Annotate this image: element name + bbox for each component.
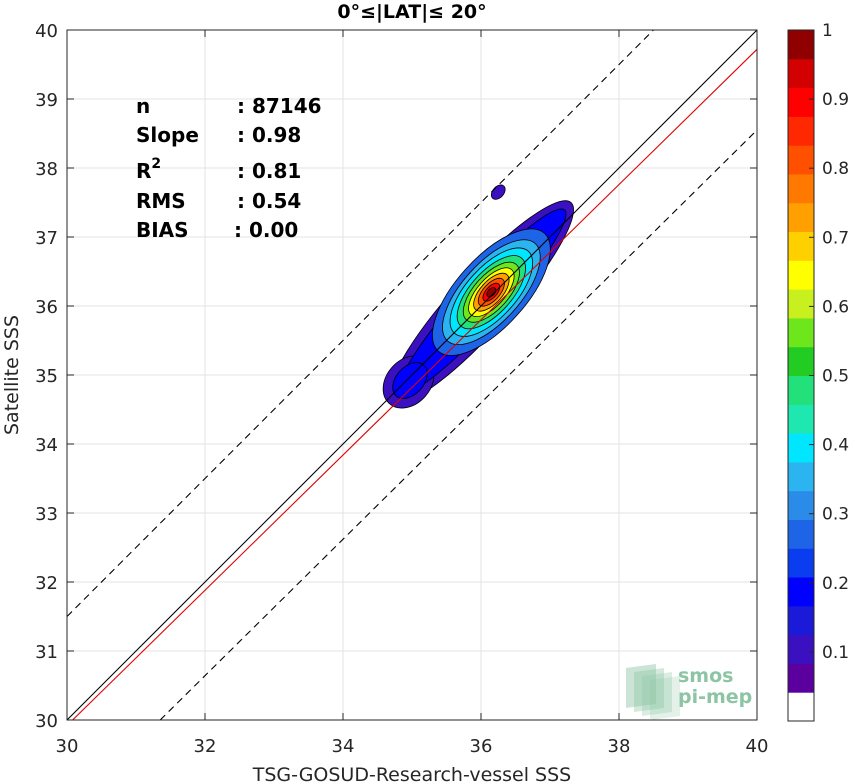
- colorbar-segment: [788, 433, 814, 463]
- regression-line: [71, 48, 757, 720]
- colorbar-tick-label: 0.2: [822, 574, 849, 594]
- colorbar: 0.1 0.2 0.3 0.4 0.5 0.6 0.7 0.8 0.9 1: [787, 21, 849, 722]
- colorbar-tick-label: 0.8: [822, 159, 849, 179]
- colorbar-segment: [788, 375, 814, 405]
- colorbar-segment: [788, 519, 814, 549]
- logo-wave-icon: [642, 672, 672, 716]
- stat-value: : 0.54: [237, 189, 301, 213]
- logo-text-smos: smos: [678, 665, 733, 687]
- colorbar-segment: [788, 663, 814, 693]
- colorbar-segment: [788, 461, 814, 492]
- x-tick-label: 32: [194, 736, 217, 757]
- y-tick-label: 32: [35, 573, 58, 594]
- logo-wave-icon: [634, 668, 664, 712]
- logo-wave-icon: [650, 676, 680, 720]
- stat-value: : 0.81: [237, 159, 301, 183]
- colorbar-segment: [788, 404, 814, 434]
- reference-lines: [67, 30, 757, 720]
- statistics-box: n : 87146 Slope : 0.98 R2 : 0.81 RMS : 0.54 BIAS…: [136, 94, 322, 242]
- logo-wave-icon: [626, 664, 656, 708]
- colorbar-segment: [788, 30, 814, 60]
- y-tick-label: 35: [35, 366, 58, 387]
- stat-value: : 0.98: [237, 123, 301, 147]
- colorbar-segment: [788, 605, 814, 636]
- identity-line: [67, 30, 757, 720]
- y-tick-label: 34: [35, 435, 58, 456]
- stat-label: n: [136, 94, 150, 118]
- colorbar-segment: [788, 260, 814, 290]
- colorbar-segment: [788, 289, 814, 319]
- y-tick-label: 40: [35, 21, 58, 42]
- density-contours: [382, 184, 574, 409]
- y-tick-label: 31: [35, 642, 58, 663]
- chart-title: 0°≤|LAT|≤ 20°: [337, 1, 486, 23]
- contour-level-2-lobe: [392, 362, 428, 399]
- colorbar-tick-label: 0.3: [822, 505, 849, 525]
- colorbar-segment: [788, 116, 814, 146]
- colorbar-segment: [788, 145, 814, 175]
- colorbar-segment: [788, 634, 814, 664]
- colorbar-tick-label: 0.5: [822, 367, 849, 387]
- logo-text-pi-mep: pi-mep: [678, 686, 752, 708]
- x-tick-label: 34: [332, 736, 355, 757]
- colorbar-tick-label: 0.6: [822, 297, 849, 317]
- upper-bound-line: [67, 30, 654, 617]
- colorbar-segment: [788, 58, 814, 89]
- x-tick-label: 40: [746, 736, 769, 757]
- y-axis-ticks: 30 31 32 33 34 35 36 37 38 39 40: [35, 21, 757, 732]
- colorbar-segment: [788, 317, 814, 348]
- y-tick-label: 39: [35, 90, 58, 111]
- x-axis-label: TSG-GOSUD-Research-vessel SSS: [252, 764, 572, 784]
- colorbar-segment: [788, 577, 814, 607]
- y-tick-label: 30: [35, 711, 58, 732]
- stat-value: : 0.00: [234, 218, 298, 242]
- stat-label: Slope: [136, 123, 199, 147]
- colorbar-tick-label: 0.1: [822, 643, 849, 663]
- x-axis-ticks: 30 32 34 36 38 40: [56, 30, 769, 757]
- colorbar-tick-label: 0.7: [822, 228, 849, 248]
- colorbar-tick-label: 0.9: [822, 90, 849, 110]
- colorbar-segment: [788, 490, 814, 520]
- colorbar-segment: [788, 173, 814, 204]
- y-tick-label: 36: [35, 297, 58, 318]
- lower-bound-line: [159, 129, 757, 720]
- y-tick-label: 38: [35, 159, 58, 180]
- colorbar-tick-label: 1: [822, 21, 833, 41]
- x-tick-label: 36: [470, 736, 493, 757]
- stat-label: R2: [136, 156, 161, 183]
- colorbar-segment: [788, 231, 814, 261]
- y-tick-label: 37: [35, 228, 58, 249]
- colorbar-segment: [788, 548, 814, 578]
- colorbar-tick-label: 0.4: [822, 436, 849, 456]
- colorbar-segment: [788, 202, 814, 233]
- colorbar-segment: [788, 692, 814, 722]
- stat-label: BIAS: [136, 218, 189, 242]
- contour-level-12: [486, 287, 497, 298]
- y-tick-label: 33: [35, 504, 58, 525]
- colorbar-segment: [788, 87, 814, 117]
- x-tick-label: 38: [608, 736, 631, 757]
- y-axis-label: Satellite SSS: [1, 315, 23, 435]
- stat-value: : 87146: [237, 94, 322, 118]
- stat-label: RMS: [136, 189, 186, 213]
- x-tick-label: 30: [56, 736, 79, 757]
- stat-superscript: 2: [151, 156, 161, 172]
- colorbar-segment: [788, 346, 814, 376]
